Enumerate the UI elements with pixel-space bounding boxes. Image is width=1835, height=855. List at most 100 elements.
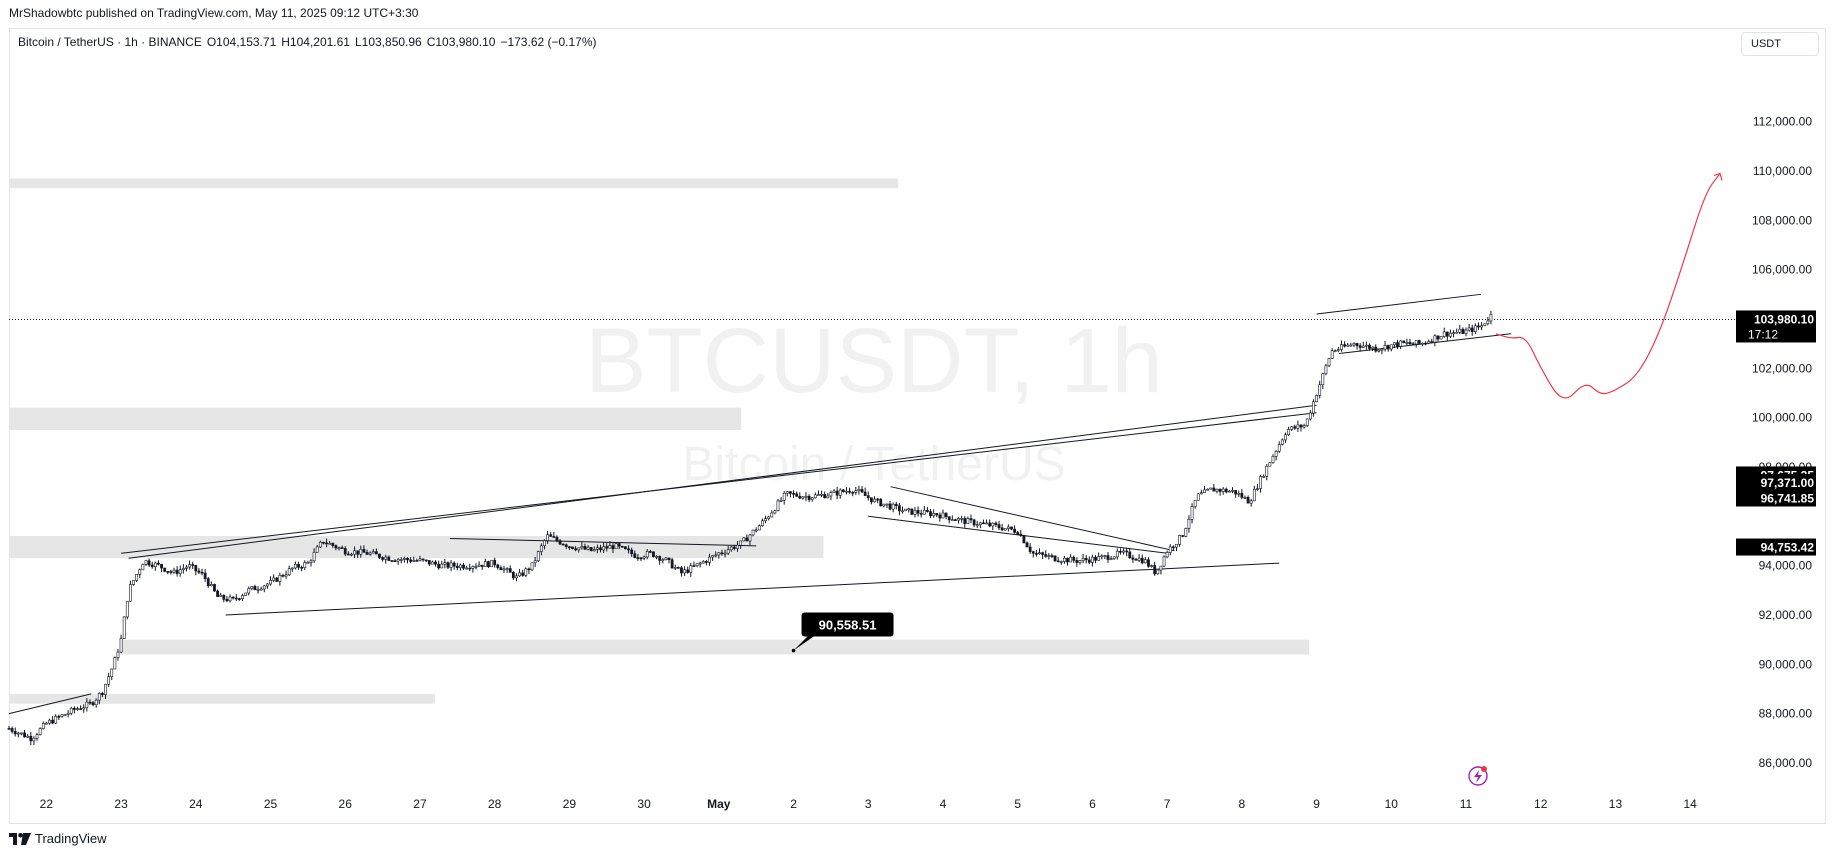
currency-selector[interactable]: USDT xyxy=(1741,32,1819,56)
candle-body xyxy=(1324,365,1328,374)
callout-box xyxy=(801,612,894,637)
candle-body xyxy=(810,497,814,500)
candle-body xyxy=(1464,329,1468,334)
candle-body xyxy=(1231,490,1234,492)
candle-body xyxy=(1094,556,1097,561)
x-tick-label: 24 xyxy=(189,797,203,811)
candle-body xyxy=(876,498,880,501)
candle-body xyxy=(1408,342,1412,345)
candle-body xyxy=(1287,429,1290,436)
candle-body xyxy=(1206,488,1210,491)
candle-body xyxy=(761,520,764,526)
candle-body xyxy=(1212,487,1216,492)
legend-change: −173.62 (−0.17%) xyxy=(500,35,597,49)
candle-body xyxy=(228,596,232,602)
candle-body xyxy=(910,508,914,515)
candle-body xyxy=(337,547,341,549)
candle-body xyxy=(1053,555,1057,562)
candle-body xyxy=(350,553,353,556)
candle-body xyxy=(1393,342,1396,346)
candle-body xyxy=(602,546,606,551)
candle-body xyxy=(1134,558,1138,561)
candle-body xyxy=(7,728,11,730)
candle-body xyxy=(1237,493,1241,495)
candle-body xyxy=(353,550,356,555)
candle-body xyxy=(642,556,646,559)
time-axis[interactable]: 22 23 24 25 26 27 28 29 30 May 2 3 4 5 6 7 8 9 10 11 12 13 14 xyxy=(40,797,1697,811)
candle-body xyxy=(1006,526,1010,529)
candle-body xyxy=(69,707,73,714)
candle-body xyxy=(1240,493,1244,498)
candle-body xyxy=(558,540,562,545)
candle-body xyxy=(356,550,360,555)
candle-body xyxy=(1125,550,1129,553)
candle-body xyxy=(1455,331,1459,334)
candle-body xyxy=(860,489,864,493)
zone-rect xyxy=(9,178,899,189)
tradingview-brand[interactable]: TradingView xyxy=(9,831,107,846)
candle-body xyxy=(325,542,328,545)
candle-body xyxy=(328,542,332,545)
candle-body xyxy=(253,586,257,591)
candle-body xyxy=(863,491,867,496)
price-axis[interactable]: 86,000.00 88,000.00 90,000.00 92,000.00 94,0… xyxy=(1752,115,1812,770)
candle-body xyxy=(346,553,350,556)
candle-body xyxy=(1368,344,1371,349)
candle-body xyxy=(1022,535,1026,544)
candle-body xyxy=(1458,328,1462,333)
candle-body xyxy=(1467,327,1471,331)
candle-body xyxy=(175,569,179,574)
candle-body xyxy=(1421,342,1424,345)
candle-body xyxy=(1318,384,1322,396)
candle-body xyxy=(309,560,313,563)
candle-body xyxy=(770,512,774,518)
candle-body xyxy=(312,551,316,562)
lightning-icon[interactable] xyxy=(1468,766,1488,786)
candle-body xyxy=(1147,559,1150,567)
candle-body xyxy=(256,589,260,591)
candle-body xyxy=(225,599,229,602)
candle-body xyxy=(988,522,992,527)
candle-body xyxy=(782,492,786,501)
x-tick-label: 22 xyxy=(40,797,54,811)
candle-body xyxy=(624,546,627,550)
candle-body xyxy=(720,552,724,555)
candle-body xyxy=(729,546,733,551)
candle-body xyxy=(630,549,634,555)
candle-body xyxy=(462,564,465,569)
candle-body xyxy=(378,553,381,558)
candle-body xyxy=(561,543,565,546)
candle-body xyxy=(1417,340,1421,344)
y-tick-label: 102,000.00 xyxy=(1752,361,1812,375)
candle-body xyxy=(848,490,851,493)
candle-body xyxy=(1112,556,1116,560)
zone-rect xyxy=(9,536,824,559)
candle-body xyxy=(1271,456,1275,463)
trendlines[interactable] xyxy=(8,293,1511,715)
candle-body xyxy=(664,557,668,561)
legend-high: H104,201.61 xyxy=(281,35,350,49)
candle-body xyxy=(1259,476,1262,489)
price-callout[interactable]: 90,558.51 xyxy=(791,612,894,653)
candle-body xyxy=(13,731,17,735)
x-tick-label: 12 xyxy=(1534,797,1548,811)
x-tick-label: 9 xyxy=(1313,797,1320,811)
x-tick-label: 26 xyxy=(339,797,353,811)
candle-body xyxy=(1470,327,1474,332)
candle-body xyxy=(1352,343,1356,346)
candle-body xyxy=(851,491,855,494)
candle-body xyxy=(132,580,135,585)
y-tick-label: 90,000.00 xyxy=(1759,657,1813,671)
candle-body xyxy=(10,728,14,732)
candle-body xyxy=(891,503,895,510)
candle-body xyxy=(785,491,789,494)
candle-body xyxy=(1019,533,1023,536)
projection-path[interactable] xyxy=(1495,173,1721,399)
y-tick-label: 110,000.00 xyxy=(1753,164,1812,178)
candle-body xyxy=(97,693,101,701)
candle-body xyxy=(85,701,89,708)
candle-body xyxy=(1063,557,1066,562)
candle-body xyxy=(79,708,83,710)
candle-body xyxy=(1140,557,1144,564)
